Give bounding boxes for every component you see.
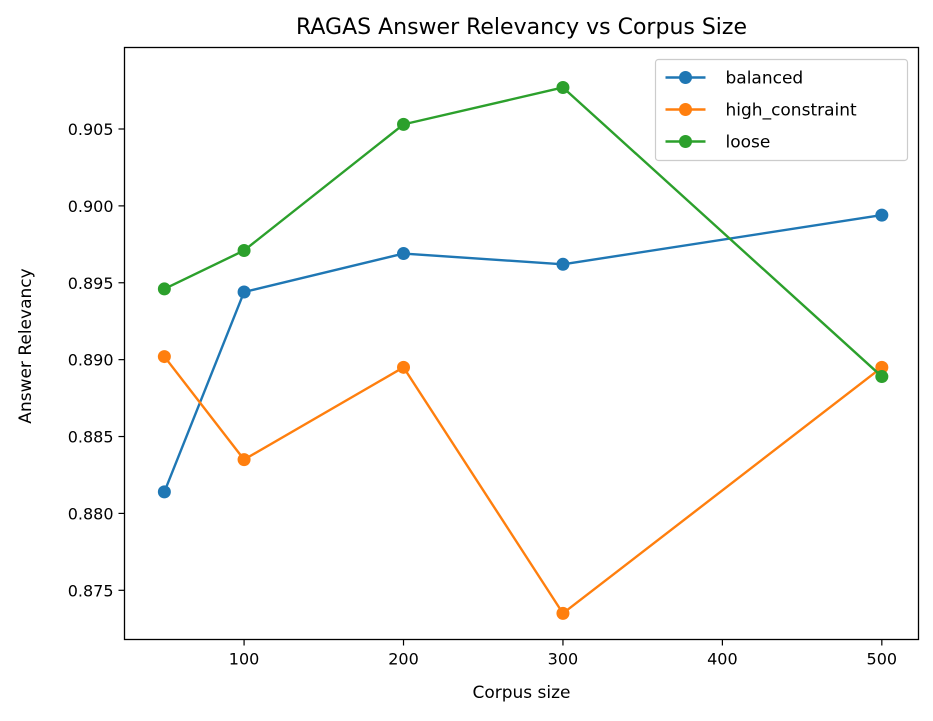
y-tick-label: 0.875 [68, 581, 114, 600]
data-point [875, 370, 889, 384]
y-tick-label: 0.895 [68, 274, 114, 293]
data-point [875, 360, 889, 374]
legend-item-balanced: balanced [665, 69, 804, 89]
data-point [556, 257, 570, 271]
series-high_constraint [157, 350, 889, 620]
data-point [397, 117, 411, 131]
data-point [157, 350, 171, 364]
data-point [157, 282, 171, 296]
data-point [875, 208, 889, 222]
series-layer [157, 80, 889, 620]
chart-title: RAGAS Answer Relevancy vs Corpus Size [296, 15, 747, 40]
legend-item-loose: loose [665, 133, 771, 153]
legend-item-high_constraint: high_constraint [665, 101, 858, 121]
legend-label: high_constraint [726, 101, 858, 121]
legend-marker [679, 71, 692, 84]
y-tick-label: 0.880 [68, 504, 114, 523]
data-point [237, 285, 251, 299]
x-axis-label: Corpus size [472, 683, 570, 703]
y-tick-label: 0.890 [68, 351, 114, 370]
data-point [397, 247, 411, 261]
legend-label: balanced [726, 69, 804, 89]
series-line [163, 355, 883, 615]
data-point [556, 606, 570, 620]
y-axis-label: Answer Relevancy [16, 268, 36, 423]
data-point [237, 243, 251, 257]
plot-frame [123, 46, 920, 641]
data-point [556, 80, 570, 94]
series-loose [157, 80, 889, 384]
legend-marker [679, 135, 692, 148]
x-tick-label: 200 [388, 650, 419, 669]
x-tick-label: 100 [229, 650, 260, 669]
data-point [237, 453, 251, 467]
legend-label: loose [726, 133, 771, 153]
axis-ticks: 100 200 300 400 500 0.875 0.880 0.885 0.890 0.895… [68, 120, 897, 669]
x-tick-label: 300 [548, 650, 579, 669]
legend-marker [679, 103, 692, 116]
y-tick-label: 0.900 [68, 197, 114, 216]
y-tick-label: 0.885 [68, 428, 114, 447]
data-point [157, 485, 171, 499]
x-tick-label: 400 [707, 650, 738, 669]
legend-box [654, 58, 909, 162]
data-point [397, 360, 411, 374]
y-tick-label: 0.905 [68, 120, 114, 139]
x-tick-label: 500 [867, 650, 898, 669]
series-balanced [157, 208, 889, 499]
